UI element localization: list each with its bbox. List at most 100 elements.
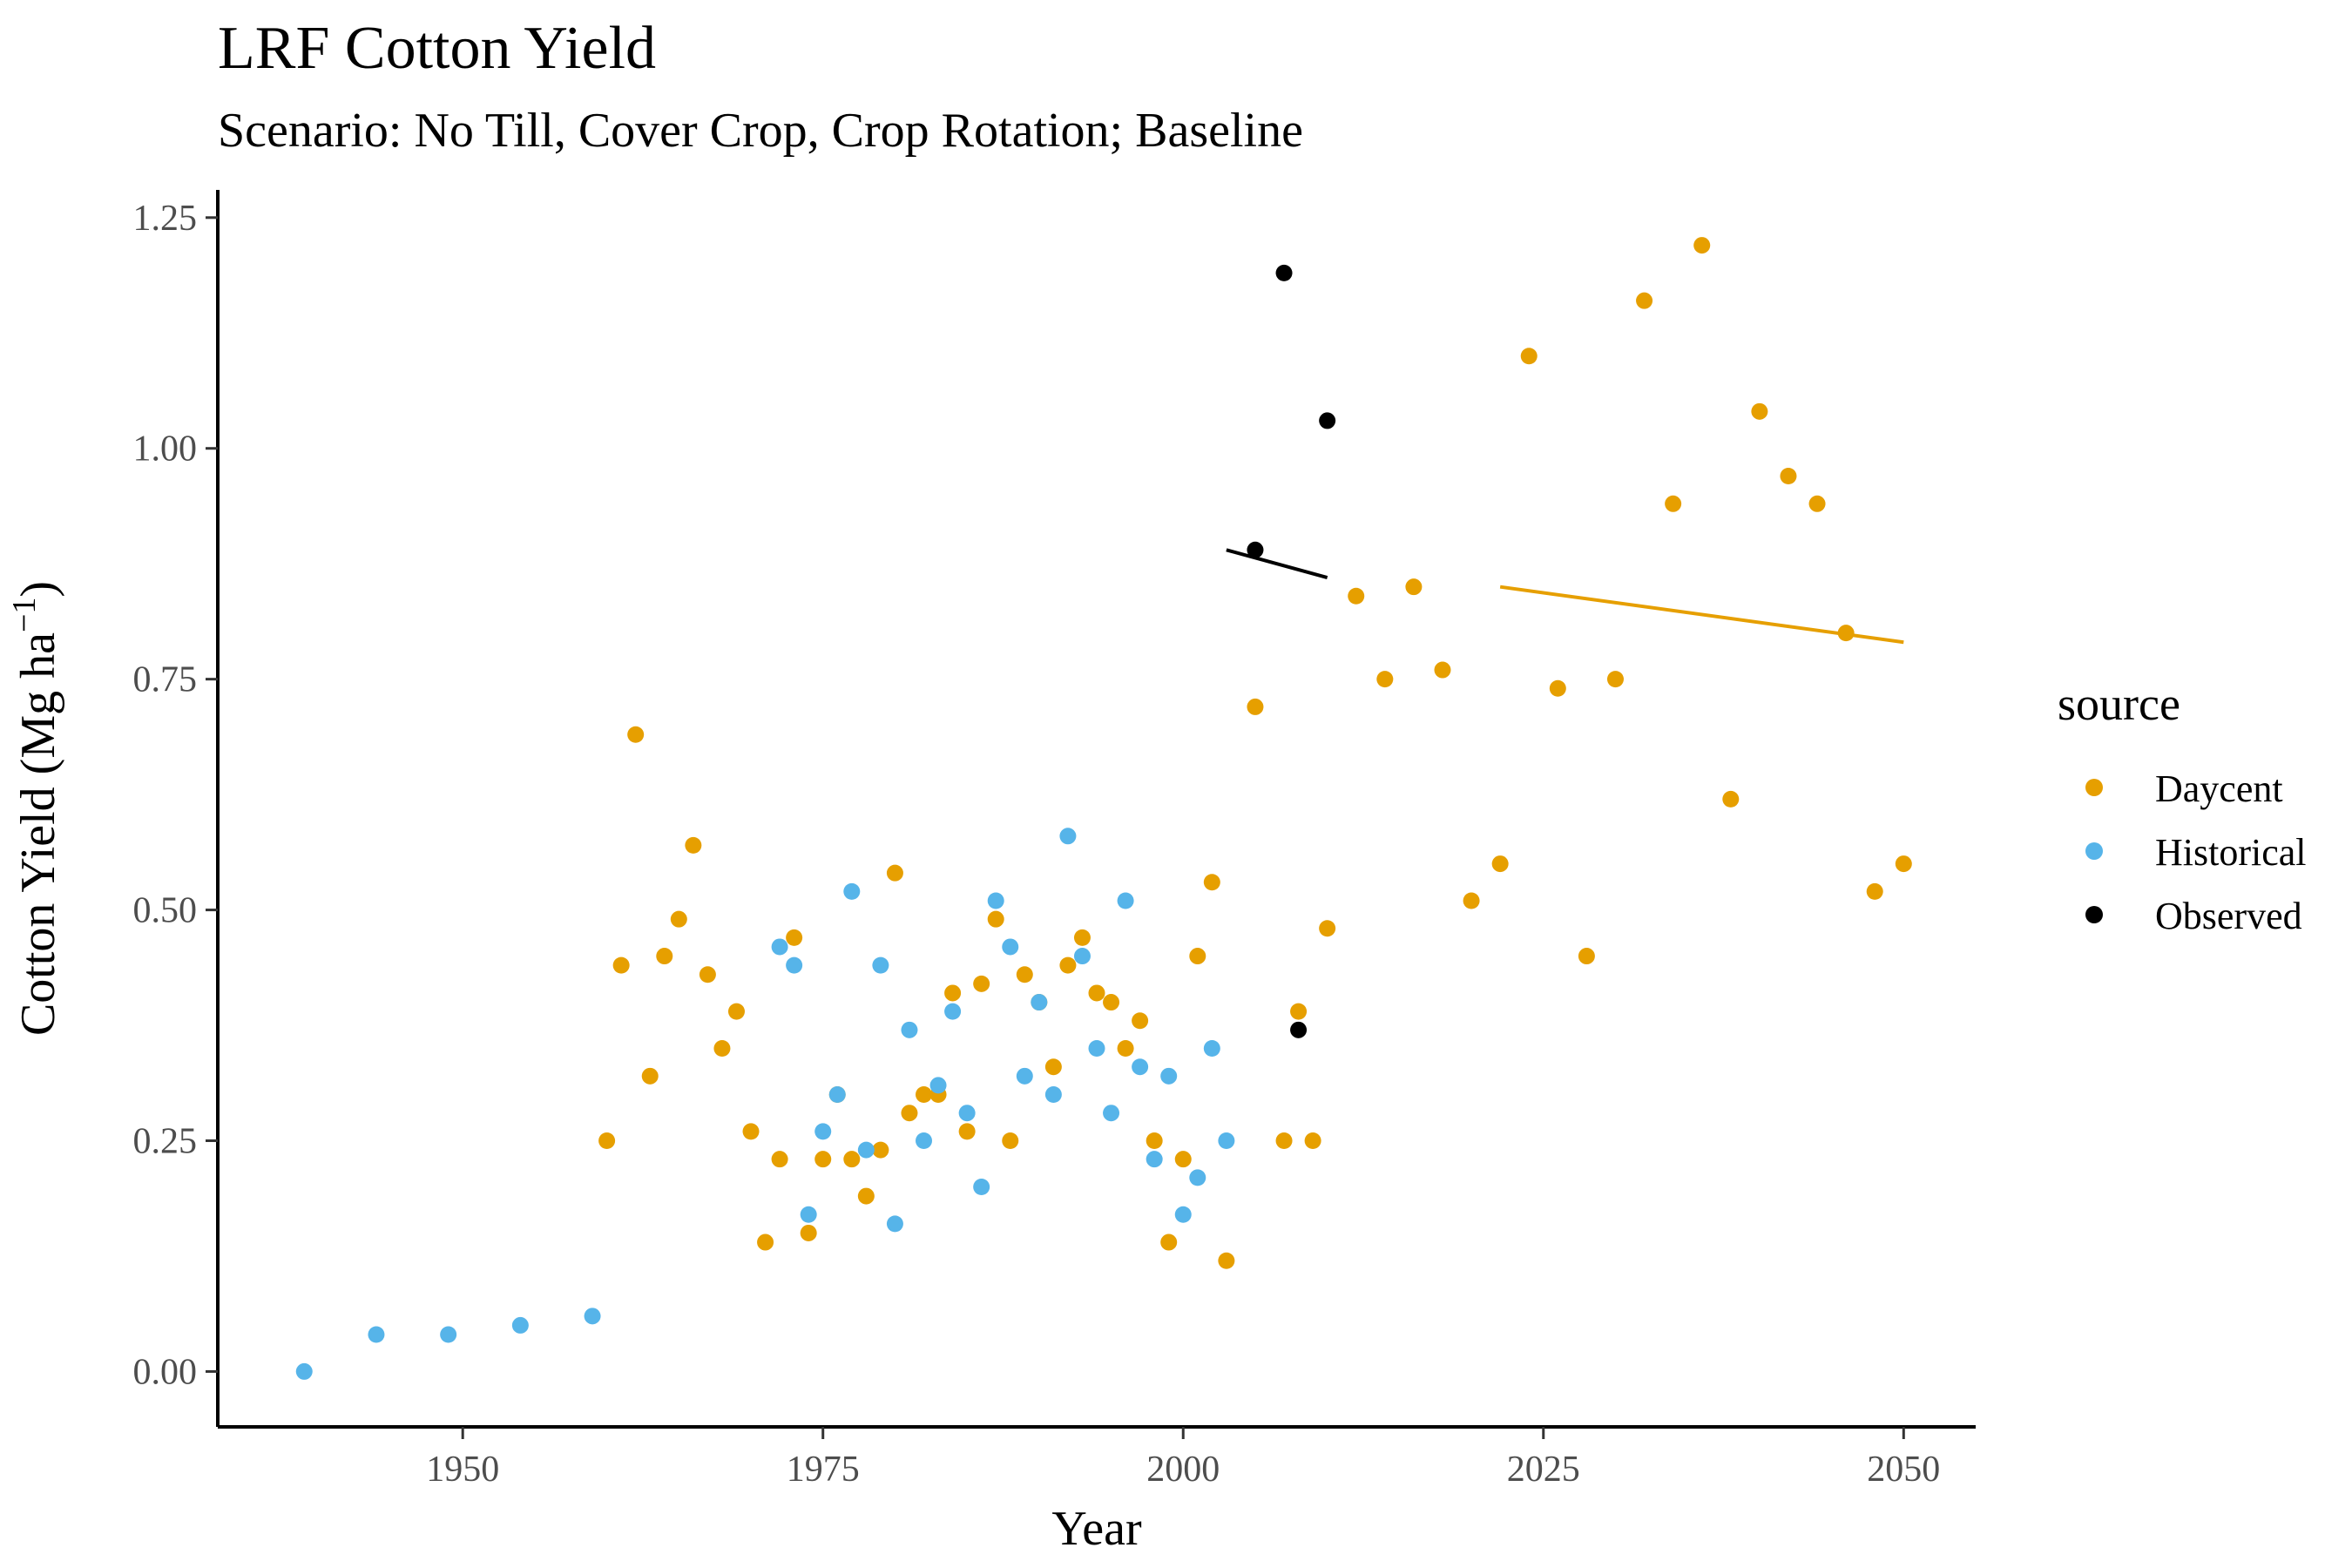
trend-line-observed	[1226, 548, 1328, 580]
data-point-observed	[1275, 264, 1293, 281]
data-point-daycent	[771, 1151, 788, 1168]
data-point-daycent	[742, 1123, 760, 1140]
data-point-historical	[800, 1206, 817, 1223]
data-point-daycent	[1059, 956, 1077, 974]
data-point-daycent	[901, 1105, 918, 1122]
data-point-daycent	[1218, 1252, 1235, 1269]
data-point-historical	[929, 1077, 947, 1094]
trend-lines	[1226, 548, 1904, 645]
data-point-daycent	[1016, 966, 1033, 983]
chart-subtitle: Scenario: No Till, Cover Crop, Crop Rota…	[218, 104, 1303, 158]
data-point-daycent	[1275, 1132, 1293, 1149]
data-point-daycent	[1693, 237, 1711, 254]
x-tick-label: 2025	[1507, 1450, 1580, 1490]
data-point-daycent	[1405, 578, 1423, 596]
x-tick-label: 1950	[426, 1450, 499, 1490]
data-point-historical	[1160, 1067, 1178, 1085]
data-point-daycent	[786, 929, 803, 946]
data-point-historical	[1132, 1058, 1149, 1076]
data-point-daycent	[1520, 348, 1538, 365]
data-point-daycent	[1780, 468, 1797, 485]
data-point-daycent	[1189, 948, 1206, 965]
data-point-daycent	[612, 956, 630, 974]
data-point-daycent	[973, 975, 990, 992]
data-point-daycent	[1549, 679, 1566, 697]
data-point-daycent	[1837, 625, 1855, 642]
data-point-daycent	[1434, 661, 1451, 679]
data-point-daycent	[713, 1040, 731, 1058]
data-point-daycent	[1376, 671, 1394, 688]
legend-key-daycent	[2085, 779, 2103, 796]
data-point-historical	[958, 1105, 976, 1122]
data-point-daycent	[627, 726, 645, 743]
data-point-historical	[828, 1086, 846, 1104]
x-axis-title: Year	[1051, 1502, 1142, 1556]
legend: source Daycent Historical Observed	[2058, 678, 2307, 937]
data-point-historical	[1002, 938, 1019, 956]
data-point-daycent	[1304, 1132, 1321, 1149]
data-point-historical	[1073, 948, 1091, 965]
data-point-historical	[987, 892, 1004, 909]
data-point-daycent	[886, 864, 903, 882]
y-axis-ticks: 0.00 0.25 0.50 0.75 1.00 1.25	[133, 199, 218, 1392]
legend-key-historical	[2085, 842, 2103, 860]
data-point-daycent	[1606, 671, 1624, 688]
y-axis-title-close: )	[11, 581, 65, 598]
data-point-daycent	[1290, 1003, 1308, 1020]
data-point-historical	[944, 1003, 962, 1020]
data-point-historical	[1146, 1151, 1163, 1168]
data-point-daycent	[1160, 1233, 1178, 1251]
legend-label-historical: Historical	[2155, 831, 2307, 874]
legend-label-daycent: Daycent	[2155, 767, 2283, 810]
data-point-daycent	[958, 1123, 976, 1140]
data-point-historical	[368, 1326, 385, 1343]
data-point-historical	[1103, 1105, 1120, 1122]
data-point-daycent	[1174, 1151, 1192, 1168]
data-point-daycent	[641, 1067, 659, 1085]
x-axis-ticks: 1950 1975 2000 2025 2050	[426, 1427, 1940, 1490]
data-point-daycent	[685, 836, 702, 854]
data-point-daycent	[1808, 495, 1826, 512]
data-point-daycent	[1117, 1040, 1134, 1058]
data-point-daycent	[987, 910, 1004, 928]
data-point-historical	[1117, 892, 1134, 909]
data-point-historical	[786, 956, 803, 974]
data-point-daycent	[1751, 402, 1768, 420]
data-point-daycent	[1002, 1132, 1019, 1149]
data-point-historical	[584, 1308, 601, 1325]
data-point-daycent	[1578, 948, 1595, 965]
y-tick-label: 0.50	[133, 891, 198, 931]
data-point-historical	[973, 1178, 990, 1195]
data-point-daycent	[1665, 495, 1682, 512]
data-point-daycent	[1636, 292, 1653, 309]
x-tick-label: 2050	[1867, 1450, 1940, 1490]
data-point-historical	[901, 1021, 918, 1038]
data-point-daycent	[598, 1132, 616, 1149]
data-point-daycent	[1866, 882, 1883, 900]
data-point-historical	[440, 1326, 457, 1343]
data-point-historical	[1189, 1169, 1206, 1186]
data-point-historical	[857, 1141, 875, 1159]
data-point-daycent	[1044, 1058, 1062, 1076]
data-point-daycent	[757, 1233, 774, 1251]
data-point-daycent	[1132, 1012, 1149, 1030]
data-point-daycent	[1491, 855, 1509, 873]
data-point-historical	[511, 1316, 529, 1334]
data-point-daycent	[1348, 587, 1365, 605]
y-axis-title: Cotton Yield (Mg ha−1)	[6, 581, 65, 1036]
data-point-historical	[843, 882, 861, 900]
data-point-historical	[1016, 1067, 1033, 1085]
data-point-historical	[1088, 1040, 1105, 1058]
data-point-daycent	[1463, 892, 1480, 909]
data-point-daycent	[800, 1224, 817, 1241]
x-tick-label: 2000	[1146, 1450, 1220, 1490]
data-point-daycent	[916, 1086, 933, 1104]
data-point-daycent	[814, 1151, 832, 1168]
y-axis-title-superscript: −1	[6, 598, 43, 632]
y-tick-label: 0.25	[133, 1121, 198, 1161]
data-point-daycent	[1146, 1132, 1163, 1149]
x-tick-label: 1975	[787, 1450, 860, 1490]
data-points	[295, 237, 1912, 1380]
data-point-daycent	[1247, 698, 1264, 715]
